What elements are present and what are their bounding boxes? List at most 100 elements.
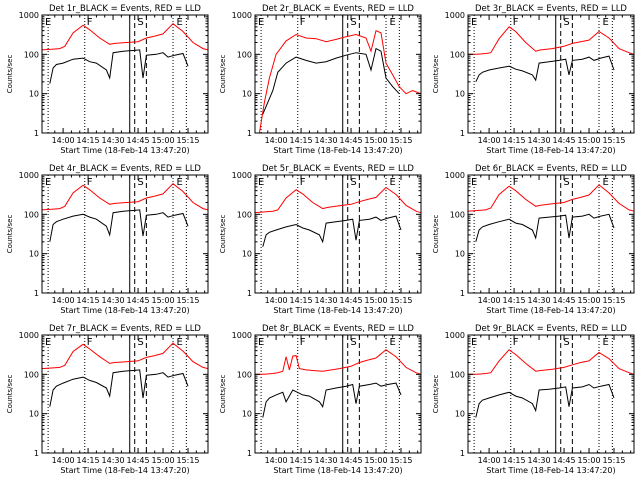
x-tick-label: 14:00 (478, 456, 501, 465)
x-tick-label: 14:30 (315, 296, 338, 305)
marker-label: E (390, 17, 396, 28)
y-tick-label: 1000 (232, 331, 252, 340)
y-tick-label: 1000 (232, 11, 252, 20)
plot-frame (41, 14, 209, 134)
marker-label: F (513, 177, 519, 188)
x-tick-label: 14:00 (52, 456, 75, 465)
y-axis-label: Counts/sec (432, 215, 440, 254)
marker-label: E (471, 17, 477, 28)
y-tick-label: 1 (460, 129, 465, 138)
x-tick-label: 15:00 (151, 456, 174, 465)
y-tick-label: 1 (34, 289, 39, 298)
x-axis-label: Start Time (18-Feb-14 13:47:20) (60, 306, 189, 315)
x-axis-label: Start Time (18-Feb-14 13:47:20) (273, 306, 402, 315)
x-tick-label: 14:15 (77, 296, 100, 305)
lld-series-line (254, 186, 422, 214)
y-tick-label: 10 (29, 90, 39, 99)
events-series-line (49, 209, 189, 242)
x-tick-label: 15:15 (389, 296, 412, 305)
plot-frame (254, 174, 422, 294)
y-tick-label: 100 (24, 50, 39, 59)
y-axis-label: Counts/sec (219, 375, 227, 414)
x-axis-label: Start Time (18-Feb-14 13:47:20) (486, 466, 615, 475)
marker-label: E (390, 177, 396, 188)
y-tick-label: 1 (247, 129, 252, 138)
x-tick-label: 14:15 (503, 136, 526, 145)
x-tick-label: 14:45 (340, 456, 363, 465)
y-axis-label: Counts/sec (6, 55, 14, 94)
x-tick-label: 14:15 (290, 456, 313, 465)
y-tick-label: 1000 (19, 331, 39, 340)
y-tick-label: 1000 (232, 171, 252, 180)
y-tick-label: 100 (24, 210, 39, 219)
y-axis-label: Counts/sec (219, 55, 227, 94)
x-tick-label: 15:00 (577, 296, 600, 305)
chart-panel-6: Det 6r_BLACK = Events, RED = LLD E F S E 1 10 1… (432, 164, 635, 315)
marker-label: S (350, 177, 356, 188)
x-tick-label: 15:15 (176, 136, 199, 145)
y-tick-label: 10 (29, 250, 39, 259)
x-tick-label: 15:00 (577, 456, 600, 465)
x-tick-label: 14:00 (265, 296, 288, 305)
marker-label: F (513, 337, 519, 348)
chart-panel-9: Det 9r_BLACK = Events, RED = LLD E F S E 1 10 1… (432, 324, 635, 475)
marker-label: S (350, 337, 356, 348)
y-tick-label: 100 (450, 210, 465, 219)
x-tick-label: 14:00 (478, 296, 501, 305)
chart-panel-3: Det 3r_BLACK = Events, RED = LLD E F S E 1 10 1… (432, 4, 635, 155)
x-tick-label: 14:00 (265, 456, 288, 465)
x-tick-label: 15:00 (577, 136, 600, 145)
y-tick-label: 10 (455, 250, 465, 259)
x-tick-label: 14:15 (77, 136, 100, 145)
plot-frame (41, 334, 209, 454)
x-tick-label: 14:00 (265, 136, 288, 145)
chart-title: Det 1r_BLACK = Events, RED = LLD (49, 4, 201, 14)
lld-series-line (467, 349, 635, 375)
x-tick-label: 15:00 (151, 296, 174, 305)
y-tick-label: 1000 (19, 171, 39, 180)
marker-label: E (258, 17, 264, 28)
y-tick-label: 1 (34, 449, 39, 458)
marker-label: E (258, 337, 264, 348)
chart-title: Det 5r_BLACK = Events, RED = LLD (262, 164, 414, 174)
x-tick-label: 15:00 (364, 296, 387, 305)
x-axis-label: Start Time (18-Feb-14 13:47:20) (273, 146, 402, 155)
lld-series-line (467, 26, 635, 55)
marker-label: S (350, 17, 356, 28)
x-tick-label: 14:45 (340, 296, 363, 305)
x-tick-label: 14:45 (127, 456, 150, 465)
x-tick-label: 14:45 (127, 136, 150, 145)
x-tick-label: 15:00 (364, 136, 387, 145)
chart-title: Det 3r_BLACK = Events, RED = LLD (475, 4, 627, 14)
x-tick-label: 14:15 (290, 296, 313, 305)
x-tick-label: 14:30 (102, 456, 125, 465)
x-tick-label: 14:30 (315, 136, 338, 145)
x-tick-label: 14:45 (553, 296, 576, 305)
y-tick-label: 10 (455, 90, 465, 99)
x-tick-label: 14:30 (528, 136, 551, 145)
marker-label: F (87, 17, 93, 28)
marker-label: F (300, 17, 306, 28)
marker-label: E (603, 177, 609, 188)
y-tick-label: 1000 (445, 331, 465, 340)
plot-frame (467, 14, 635, 134)
y-tick-label: 1000 (445, 171, 465, 180)
chart-title: Det 2r_BLACK = Events, RED = LLD (262, 4, 414, 14)
y-tick-label: 1000 (445, 11, 465, 20)
x-tick-label: 14:45 (553, 456, 576, 465)
y-axis-label: Counts/sec (432, 55, 440, 94)
x-axis-label: Start Time (18-Feb-14 13:47:20) (486, 306, 615, 315)
marker-label: S (137, 337, 143, 348)
chart-panel-2: Det 2r_BLACK = Events, RED = LLD E F S E 1 10 1… (219, 4, 422, 155)
x-tick-label: 15:15 (389, 456, 412, 465)
marker-label: E (177, 177, 183, 188)
y-tick-label: 10 (242, 410, 252, 419)
y-tick-label: 1 (460, 449, 465, 458)
marker-label: S (563, 17, 569, 28)
chart-panel-4: Det 4r_BLACK = Events, RED = LLD E F S E 1 10 1… (6, 164, 209, 315)
marker-label: F (513, 17, 519, 28)
marker-label: S (563, 177, 569, 188)
y-tick-label: 1 (34, 129, 39, 138)
events-series-line (262, 215, 402, 247)
marker-label: E (45, 177, 51, 188)
